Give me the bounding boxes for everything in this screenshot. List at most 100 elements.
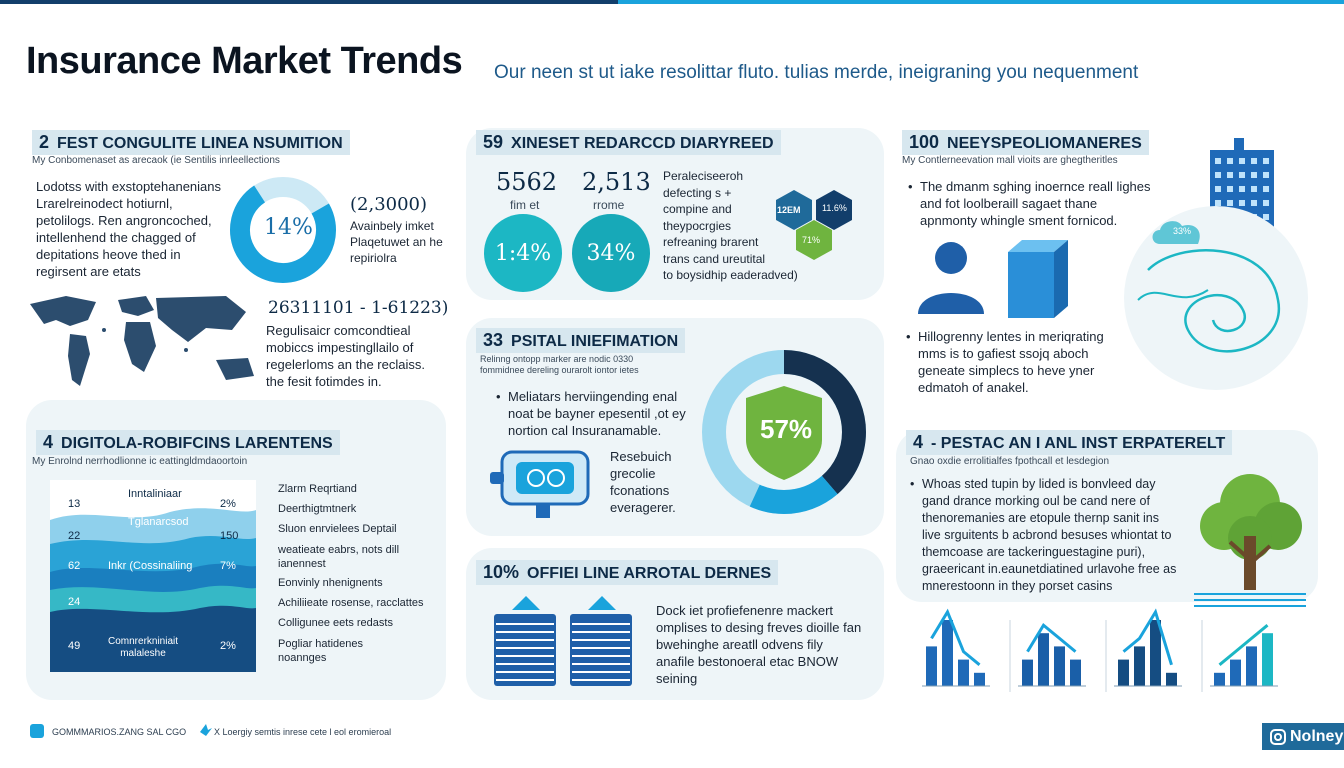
bar xyxy=(1262,633,1273,686)
bar xyxy=(926,646,937,686)
world-map-icon xyxy=(30,296,254,386)
section-number: 10% xyxy=(483,562,520,582)
section-heading-reduced: 59 XINESET REDARCCD DIARYREED xyxy=(476,130,781,155)
section-heading-offline: 10% OFFIEI LINE ARROTAL DERNES xyxy=(476,560,779,585)
stat1-value: 5562 xyxy=(496,168,558,196)
donut-chart-57 xyxy=(702,350,866,514)
section-title: - PESTAC AN I ANL INST ERPATERELT xyxy=(931,435,1226,452)
stat-circle-2: 34% xyxy=(572,214,650,292)
bar xyxy=(1070,659,1081,686)
camera-icon xyxy=(1270,728,1286,745)
section-number: 33 xyxy=(483,330,504,350)
donut-chart-14 xyxy=(230,177,336,283)
section-heading-nees: 100 NEEYSPEOLIOMANERES xyxy=(902,130,1149,155)
section-title: DIGITOLA-ROBIFCINS LARENTENS xyxy=(61,435,333,452)
section-title: XINESET REDARCCD DIARYREED xyxy=(511,135,774,152)
legend-item: Deerthigtmtnerk xyxy=(278,503,357,515)
trend-line xyxy=(1122,608,1173,666)
section-caption: My Conbomenaset as arecaok (ie Sentilis … xyxy=(32,155,280,166)
swirl-map-icon xyxy=(1124,206,1308,390)
section-number: 59 xyxy=(483,132,504,152)
badge-label: Nolney xyxy=(1290,727,1344,745)
bar xyxy=(1230,659,1241,686)
layered-area-chart xyxy=(50,480,256,672)
document-stack-icon xyxy=(494,596,632,686)
section-body-1: The dmanm sghing inoernce reall lighes a… xyxy=(908,178,1150,229)
layer-number: 22 xyxy=(68,530,81,542)
stat2-value: 2,513 xyxy=(582,168,651,196)
legend-item: Eonvinly nhenignents xyxy=(278,577,383,589)
layer-number: 24 xyxy=(68,596,81,608)
section-title: OFFIEI LINE ARROTAL DERNES xyxy=(527,565,772,582)
range-value: 26311101 - 1-61223) xyxy=(268,298,449,318)
section-body: Dock iet profiefenenre mackert omplises … xyxy=(656,603,862,686)
stat1-label: fim et xyxy=(510,198,540,212)
cube-icon xyxy=(1008,240,1068,318)
bar xyxy=(1054,646,1065,686)
logo-icon xyxy=(30,724,44,738)
section-body: Whoas sted tupin by lided is bonvleed da… xyxy=(910,476,1176,595)
layer-percent: 7% xyxy=(220,560,236,572)
donut-value: 57% xyxy=(760,414,813,444)
section-title: NEEYSPEOLIOMANERES xyxy=(947,135,1142,152)
layer-label: Inkr (Cossinaliing xyxy=(108,560,193,572)
section-caption: Relinng ontopp marker are nodic 0330 fom… xyxy=(480,354,639,375)
section-heading-pestac: 4 - PESTAC AN I ANL INST ERPATERELT xyxy=(906,430,1233,455)
section-body: Peraleciseeroh defecting s + compine and… xyxy=(663,169,798,282)
range-text: Regulisaicr comcondtieal mobiccs impesti… xyxy=(266,323,425,389)
bar-chart-group xyxy=(922,608,1278,692)
section-title: FEST CONGULITE LINEA NSUMITION xyxy=(57,135,343,152)
section-number: 2 xyxy=(39,132,50,152)
section-caption: My Contlerneevation mall vioits are gheg… xyxy=(902,155,1118,166)
layer-number: 13 xyxy=(68,498,81,510)
bar xyxy=(1166,672,1177,686)
layer-percent: 2% xyxy=(220,640,236,652)
legend-item: weatieate eabrs, nots dill ianennest xyxy=(278,544,400,570)
layer-percent: 2% xyxy=(220,498,236,510)
bar xyxy=(942,620,953,686)
page-title: Insurance Market Trends xyxy=(26,40,463,82)
hexagon-cluster-icon xyxy=(776,190,852,260)
layer-label: Tglanarcsod xyxy=(128,516,189,528)
hex-label-2: 11.6% xyxy=(822,203,847,213)
donut-value: 14% xyxy=(264,215,313,240)
hex-label-3: 71% xyxy=(802,235,821,245)
section-heading-information: 33 PSITAL INIEFIMATION xyxy=(476,328,686,353)
stat2-label: rrome xyxy=(593,198,625,212)
footer-right-text: X Loergiy semtis inrese cete l eol eromi… xyxy=(214,727,392,737)
layer-label: Inntaliniaar xyxy=(128,488,182,500)
section-number: 100 xyxy=(909,132,940,152)
legend-item: Zlarm Reqrtiand xyxy=(278,483,357,495)
bird-icon xyxy=(200,724,212,736)
bar xyxy=(1118,659,1129,686)
section-title: PSITAL INIEFIMATION xyxy=(511,333,679,350)
trend-line xyxy=(930,608,981,666)
cloud-label: 33% xyxy=(1173,226,1192,236)
section-number: 4 xyxy=(913,432,924,452)
layer-label: Comnrerkniniait malaleshe xyxy=(108,636,179,659)
bar xyxy=(1038,633,1049,686)
trend-line xyxy=(1026,622,1077,653)
section-heading-consumption: 2 FEST CONGULITE LINEA NSUMITION xyxy=(32,130,350,155)
legend-item: Sluon enrvielees Deptail xyxy=(278,523,397,535)
trend-line xyxy=(1218,624,1269,666)
layer-number: 49 xyxy=(68,640,81,652)
cloud-icon xyxy=(1152,221,1200,244)
layer-number: 62 xyxy=(68,560,81,572)
section-body-2: Hillogrenny lentes in meriqrating mms is… xyxy=(906,328,1104,396)
layer-percent: 150 xyxy=(220,530,239,542)
section-body: Meliatars herviingending enal noat be ba… xyxy=(496,388,686,439)
device-screen-icon xyxy=(490,450,590,518)
section-body-2: Resebuich grecolie fconations everagerer… xyxy=(610,449,676,515)
section-caption: Gnao oxdie errolitialfes fpothcall et le… xyxy=(910,456,1110,467)
stat-text: Avainbely imket Plaqetuwet an he repirio… xyxy=(350,219,443,265)
brand-badge[interactable]: Nolney xyxy=(1262,723,1344,750)
page-subtitle: Our neen st ut iake resolittar fluto. tu… xyxy=(494,62,1139,83)
legend-item: Achiliieate rosense, racclattes xyxy=(278,597,424,609)
bar xyxy=(974,672,985,686)
bar xyxy=(1134,646,1145,686)
bar xyxy=(1150,620,1161,686)
section-body: Lodotss with exstoptehanenians Lrarelrei… xyxy=(36,179,222,279)
tree-icon xyxy=(1194,474,1306,607)
person-icon xyxy=(918,242,984,314)
